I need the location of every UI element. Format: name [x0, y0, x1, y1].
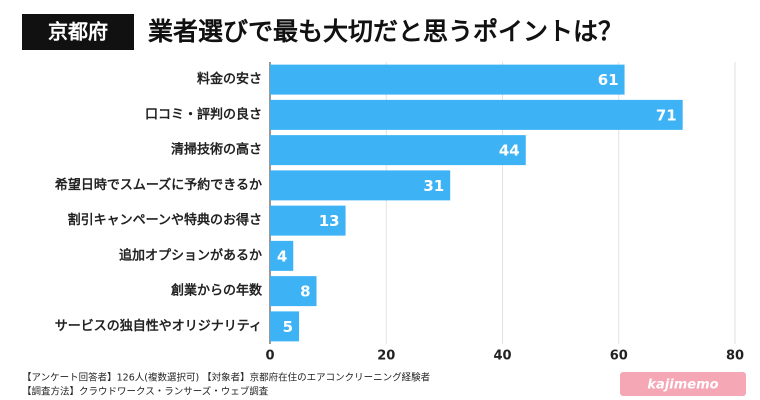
value-label: 31 [423, 177, 444, 195]
y-tick-label: 追加オプションがあるか [119, 247, 262, 263]
bar [270, 64, 625, 95]
value-label: 71 [656, 106, 677, 124]
value-label: 8 [300, 283, 310, 301]
badge: 京都府 [48, 20, 108, 44]
logo: kajimemo [647, 378, 718, 393]
footnote: 【調査方法】クラウドワークス・ランサーズ・ウェブ調査 [22, 386, 269, 398]
value-label: 5 [283, 318, 293, 336]
x-tick-label: 20 [377, 349, 395, 364]
x-tick-label: 60 [610, 349, 628, 364]
value-label: 44 [499, 142, 520, 160]
bar [270, 276, 317, 307]
value-label: 61 [598, 71, 619, 89]
y-tick-label: サービスの独自性やオリジナリティ [55, 318, 262, 334]
y-tick-label: 口コミ・評判の良さ [145, 106, 262, 122]
x-tick-label: 40 [493, 349, 511, 364]
x-tick-label: 80 [726, 349, 744, 364]
value-label: 4 [277, 247, 287, 265]
y-tick-label: 創業からの年数 [170, 283, 263, 299]
x-tick-label: 0 [265, 349, 274, 364]
bar [270, 205, 346, 236]
y-tick-label: 料金の安さ [197, 71, 262, 87]
y-tick-label: 割引キャンペーンや特典のお得さ [68, 212, 262, 228]
bar [270, 99, 683, 130]
bar [270, 135, 526, 166]
value-label: 13 [319, 212, 340, 230]
y-tick-label: 清掃技術の高さ [171, 142, 262, 158]
bar [270, 170, 451, 201]
footnote: 【アンケート回答者】126人(複数選択可) 【対象者】京都府在住のエアコンクリー… [22, 372, 430, 384]
chart-title: 業者選びで最も大切だと思うポイントは？ [148, 17, 623, 46]
logo-box [620, 372, 746, 396]
bar [270, 311, 300, 342]
y-tick-label: 希望日時でスムーズに予約できるか [55, 177, 262, 193]
badge-box [22, 14, 134, 50]
bar [270, 240, 294, 271]
